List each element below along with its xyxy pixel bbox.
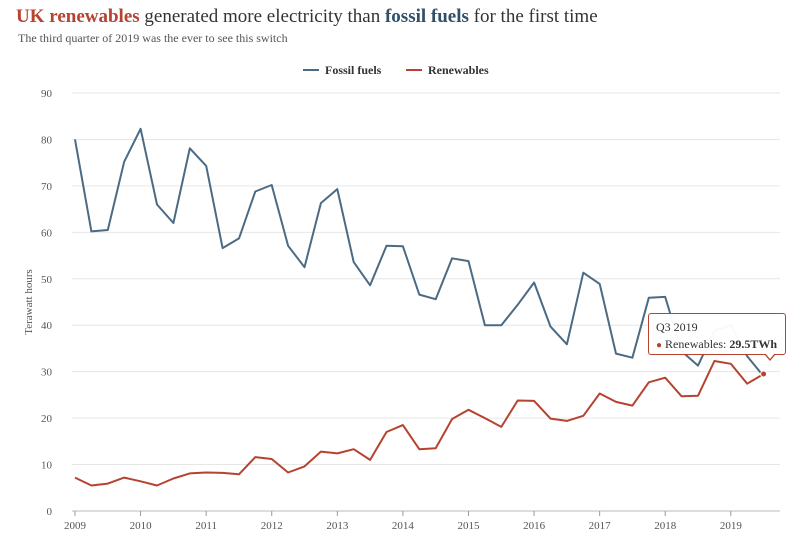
tooltip: Q3 2019 ● Renewables: 29.5TWh <box>648 313 786 361</box>
x-tick-label: 2011 <box>195 520 217 532</box>
hover-point-marker <box>760 370 768 378</box>
axis-layer: 0 10 20 30 40 50 60 70 80 90 2009 2010 2011 2012 2013 2… <box>41 88 742 532</box>
tooltip-arrow-inner <box>765 353 775 359</box>
series-line-renewables <box>74 360 765 487</box>
y-tick-label: 60 <box>41 227 53 239</box>
x-tick-label: 2014 <box>392 520 415 532</box>
y-tick-label: 10 <box>41 460 53 472</box>
tooltip-value: 29.5TWh <box>729 337 778 351</box>
title-middle: generated more electricity than <box>139 6 385 27</box>
title-fossil: fossil fuels <box>384 6 469 27</box>
chart-title: UK renewables generated more electricity… <box>16 6 598 28</box>
x-tick-label: 2009 <box>64 520 87 532</box>
x-tick-label: 2013 <box>326 520 349 532</box>
y-tick-label: 70 <box>41 181 53 193</box>
x-tick-label: 2017 <box>589 520 612 532</box>
y-tick-label: 20 <box>41 413 53 425</box>
legend-label-renewables: Renewables <box>428 63 489 77</box>
series-layer <box>74 127 768 487</box>
y-tick-label: 40 <box>41 320 53 332</box>
legend[interactable]: Fossil fuels Renewables <box>303 63 489 77</box>
x-tick-label: 2010 <box>130 520 153 532</box>
x-tick-label: 2018 <box>654 520 677 532</box>
x-tick-label: 2016 <box>523 520 546 532</box>
y-tick-label: 0 <box>47 506 53 518</box>
y-tick-label: 50 <box>41 274 53 286</box>
y-tick-label: 90 <box>41 88 53 100</box>
y-tick-label: 80 <box>41 134 53 146</box>
title-renewables: UK renewables <box>16 6 140 27</box>
legend-label-fossil-fuels: Fossil fuels <box>325 63 382 77</box>
chart-subtitle: The third quarter of 2019 was the ever t… <box>18 31 288 45</box>
tooltip-series: Renewables <box>665 337 724 351</box>
x-tick-label: 2015 <box>457 520 480 532</box>
tooltip-row: ● Renewables: 29.5TWh <box>656 337 778 351</box>
x-tick-label: 2019 <box>720 520 743 532</box>
grid-layer <box>72 92 780 512</box>
title-end: for the first time <box>468 6 598 27</box>
tooltip-dot-icon: ● <box>656 340 663 351</box>
tooltip-header: Q3 2019 <box>656 320 698 334</box>
y-tick-label: 30 <box>41 367 53 379</box>
x-tick-label: 2012 <box>261 520 283 532</box>
series-line-fossil-fuels <box>74 127 765 377</box>
y-axis-title: Terawatt hours <box>23 269 35 335</box>
